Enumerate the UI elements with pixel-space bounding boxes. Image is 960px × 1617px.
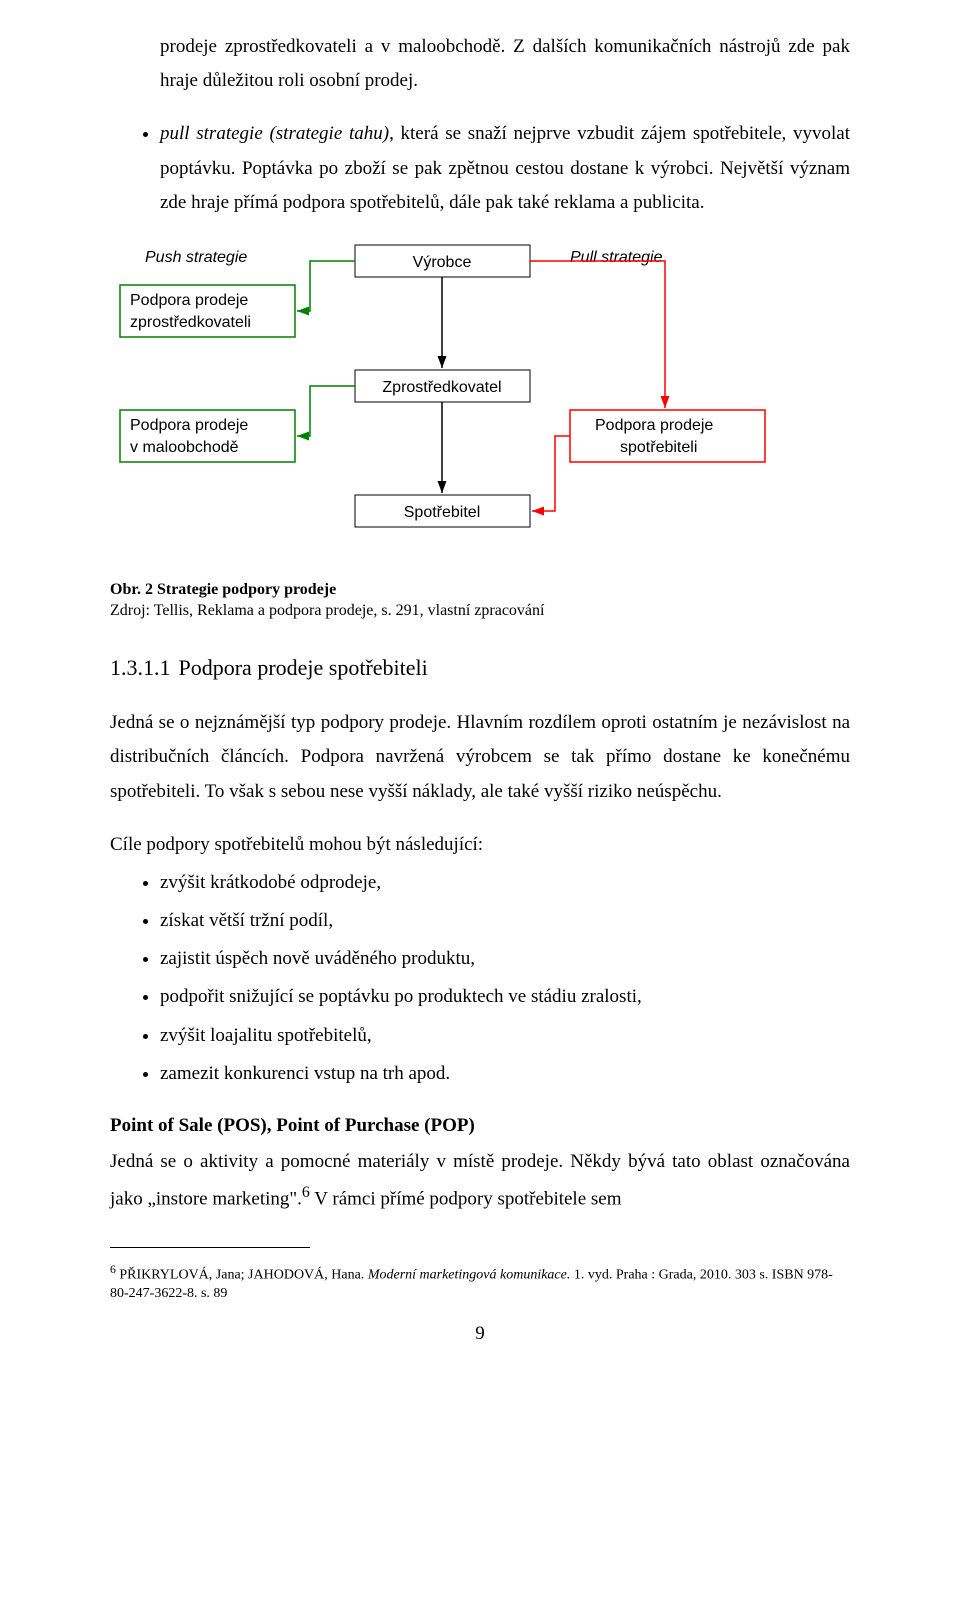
arrow-green-2 — [297, 386, 355, 436]
heading-1-3-1-1: 1.3.1.1 Podpora prodeje spotřebiteli — [110, 648, 850, 688]
paragraph-2: Jedná se o nejznámější typ podpory prode… — [110, 706, 850, 809]
text: prodeje zprostředkovateli a v maloobchod… — [160, 36, 850, 91]
list-item: podpořit snižující se poptávku po produk… — [160, 980, 850, 1014]
footnote-rule — [110, 1247, 310, 1248]
list-item: zvýšit krátkodobé odprodeje, — [160, 866, 850, 900]
list-item: zvýšit loajalitu spotřebitelů, — [160, 1019, 850, 1053]
figure-caption: Obr. 2 Strategie podpory prodeje — [110, 580, 850, 601]
pos-pop-heading: Point of Sale (POS), Point of Purchase (… — [110, 1109, 850, 1143]
text-zprostredkovatel: Zprostředkovatel — [382, 379, 501, 396]
heading-number: 1.3.1.1 — [110, 655, 171, 680]
list-item: pull strategie (strategie tahu), která s… — [160, 117, 850, 220]
paragraph-3: Cíle podpory spotřebitelů mohou být násl… — [110, 828, 850, 862]
list-item: zamezit konkurenci vstup na trh apod. — [160, 1057, 850, 1091]
heading-title: Podpora prodeje spotřebiteli — [179, 655, 428, 680]
text-italic: Moderní marketingová komunikace. — [368, 1268, 571, 1283]
text-spotrebitel: Spotřebitel — [404, 504, 481, 521]
text-left2b: v maloobchodě — [130, 439, 239, 456]
page: prodeje zprostředkovateli a v maloobchod… — [0, 0, 960, 1410]
text-left1a: Podpora prodeje — [130, 292, 248, 309]
page-number: 9 — [110, 1317, 850, 1351]
text-italic: pull strategie (strategie tahu) — [160, 123, 389, 144]
push-label: Push strategie — [145, 249, 247, 266]
text: PŘIKRYLOVÁ, Jana; JAHODOVÁ, Hana. — [116, 1268, 368, 1283]
list-item: zajistit úspěch nově uváděného produktu, — [160, 942, 850, 976]
footnote: 6 PŘIKRYLOVÁ, Jana; JAHODOVÁ, Hana. Mode… — [110, 1262, 850, 1303]
bullet-list-top: pull strategie (strategie tahu), která s… — [110, 117, 850, 220]
text-right1a: Podpora prodeje — [595, 417, 713, 434]
figure-source: Zdroj: Tellis, Reklama a podpora prodeje… — [110, 601, 850, 622]
goals-list: zvýšit krátkodobé odprodeje, získat větš… — [110, 866, 850, 1091]
arrow-red-down — [530, 261, 665, 408]
list-item: získat větší tržní podíl, — [160, 904, 850, 938]
diagram-svg: Push strategie Pull strategie Výrobce Zp… — [110, 240, 850, 550]
pull-label: Pull strategie — [570, 249, 663, 266]
text-left1b: zprostředkovateli — [130, 314, 251, 331]
text: V rámci přímé podpory spotřebitele sem — [310, 1189, 622, 1210]
paragraph-cont: prodeje zprostředkovateli a v maloobchod… — [160, 30, 850, 98]
paragraph-4: Jedná se o aktivity a pomocné materiály … — [110, 1145, 850, 1217]
arrow-green-1 — [297, 261, 355, 311]
text-left2a: Podpora prodeje — [130, 417, 248, 434]
text-vyrobce: Výrobce — [413, 254, 472, 271]
footnote-ref: 6 — [302, 1184, 310, 1201]
arrow-red-to-spotrebitel — [532, 436, 570, 511]
diagram-strategie: Push strategie Pull strategie Výrobce Zp… — [110, 240, 850, 550]
text-right1b: spotřebiteli — [620, 439, 697, 456]
